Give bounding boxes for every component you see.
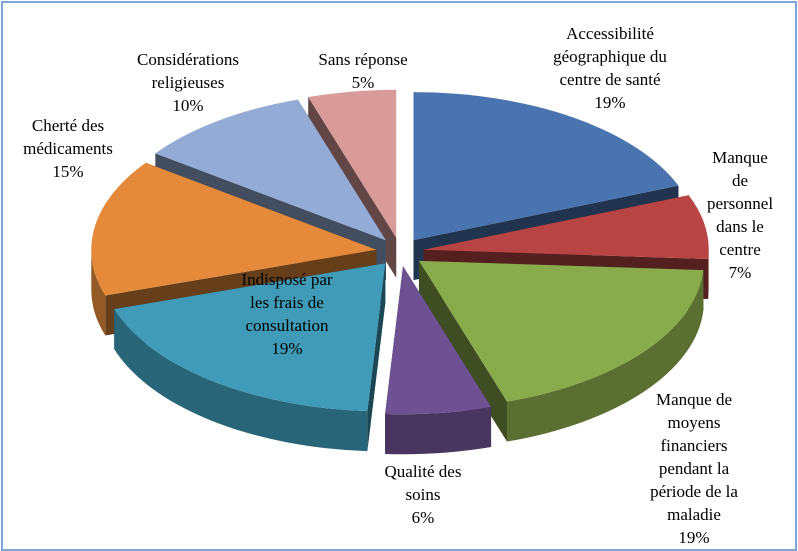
pie-slice: [385, 266, 492, 415]
outer-wall: [708, 249, 709, 300]
category-label: Accessibilité géographique du centre de …: [553, 24, 667, 89]
data-label: Manque de moyens financiers pendant la p…: [633, 388, 755, 549]
data-label: Cherté des médicaments 15%: [3, 114, 133, 183]
category-label: Indisposé par les frais de consultation: [241, 270, 333, 335]
value-label: 10%: [172, 96, 204, 115]
outer-wall: [507, 270, 704, 442]
category-label: Qualité des soins: [384, 462, 462, 504]
outer-wall: [385, 407, 492, 455]
pie-slice: [413, 92, 679, 241]
value-label: 15%: [52, 162, 84, 181]
value-label: 19%: [678, 528, 710, 547]
tops: [91, 89, 709, 415]
value-label: 19%: [271, 339, 303, 358]
data-label: Considérations religieuses 10%: [118, 48, 258, 117]
category-label: Manque de moyens financiers pendant la p…: [650, 390, 738, 524]
data-label: Indisposé par les frais de consultation 1…: [232, 268, 342, 360]
value-label: 19%: [594, 93, 626, 112]
data-label: Accessibilité géographique du centre de …: [540, 22, 680, 114]
outer-wall: [114, 309, 368, 452]
data-label: Qualité des soins 6%: [368, 460, 478, 529]
outer-wall: [91, 249, 106, 336]
category-label: Considérations religieuses: [137, 50, 239, 92]
radial-face: [418, 260, 508, 442]
data-label: Sans réponse 5%: [303, 48, 423, 94]
category-label: Sans réponse: [318, 50, 408, 69]
data-label: Manque de personnel dans le centre 7%: [705, 146, 775, 284]
pie-slice: [418, 260, 704, 402]
value-label: 5%: [351, 73, 375, 92]
category-label: Manque de personnel dans le centre: [706, 148, 774, 259]
pie-slice: [155, 99, 386, 241]
category-label: Cherté des médicaments: [23, 116, 113, 158]
pie-slice: [91, 162, 377, 296]
pie-slice: [114, 263, 386, 412]
value-label: 7%: [728, 263, 752, 282]
pie-slice: [308, 89, 397, 238]
pie-slice: [423, 195, 709, 260]
radial-face: [367, 263, 386, 452]
value-label: 6%: [411, 508, 435, 527]
